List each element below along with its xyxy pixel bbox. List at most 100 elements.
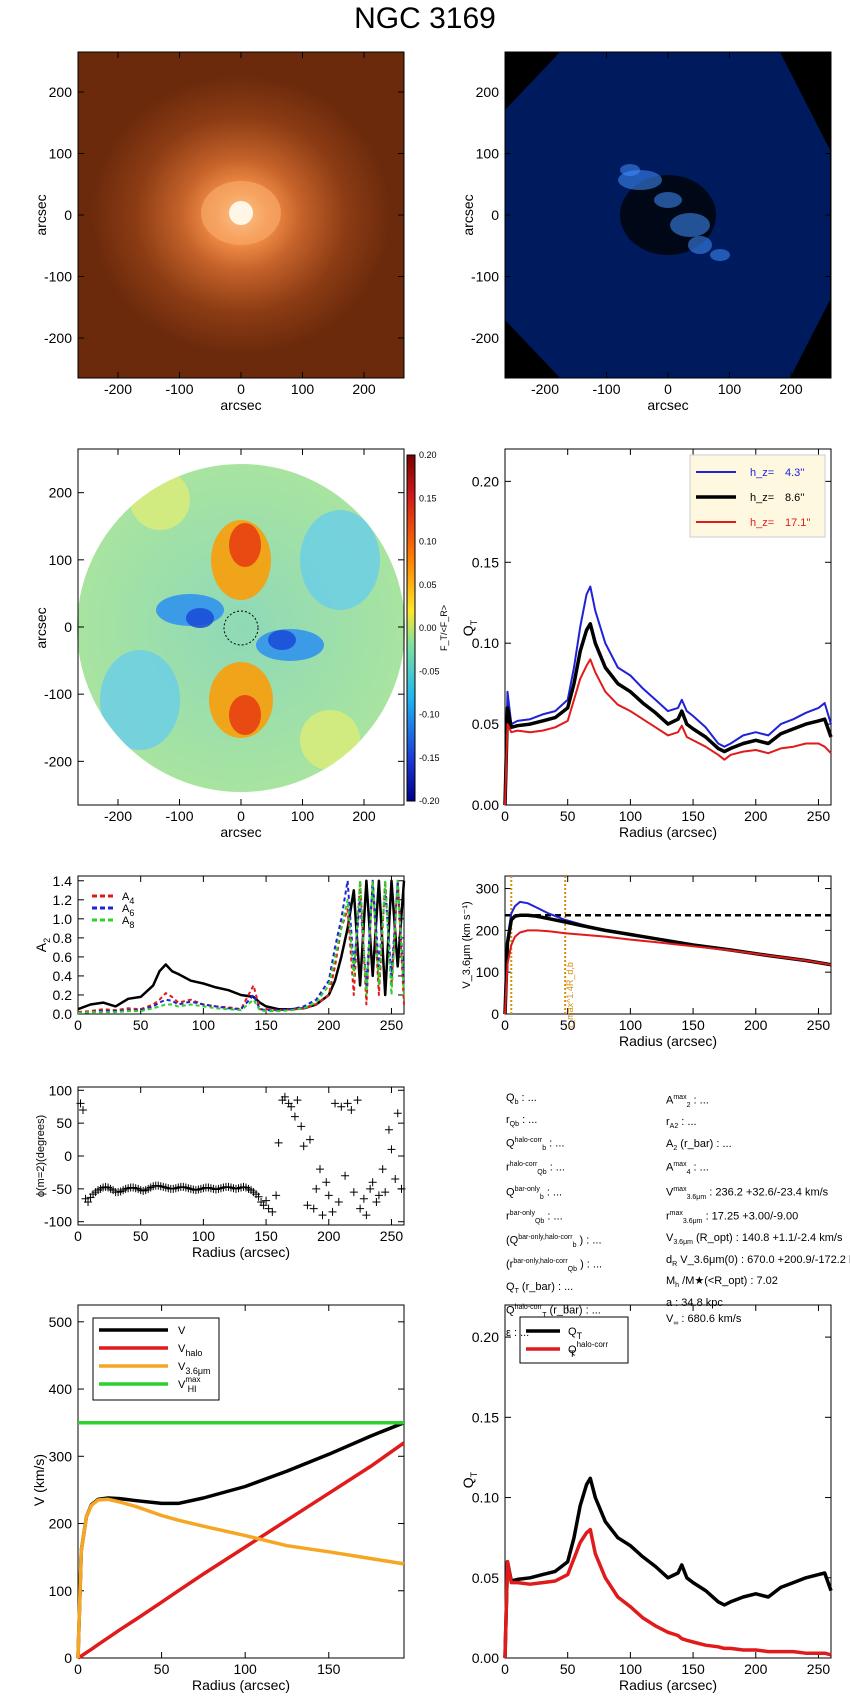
legend-label: A4 [122,891,134,906]
parameter-sub: A2 [669,1123,679,1131]
phase-point [356,1204,365,1213]
parameter-value: (r_bar) : ... [546,1304,601,1317]
phase-point [341,1171,350,1180]
parameter-row: V∞ : 680.6 km/s [666,1311,850,1333]
label-base: A [122,891,130,903]
y-tick-label: -200 [471,330,499,346]
x-tick-label: 0 [664,381,672,397]
bright-region [670,213,710,237]
phase-point [374,1191,383,1200]
x-tick-label: 50 [133,1228,149,1244]
x-tick-label: 0 [501,808,509,824]
parameter-value: /M★(<R_opt) : 7.02 [679,1275,778,1288]
phase-point [347,1106,356,1114]
parameter-value: (R_opt) : 140.8 +1.1/-2.4 km/s [692,1232,843,1245]
label-base: Q [460,625,476,636]
y-tick-label: 0.15 [472,554,499,570]
label-base: Q [568,1344,577,1356]
y-tick-label: -50 [52,1181,72,1197]
y-tick-label: 0 [64,619,72,635]
label-sub: T [469,1471,479,1477]
x-tick-label: -200 [104,381,132,397]
x-tick-label: 50 [154,1661,170,1677]
bright-region [710,249,730,261]
legend-label: A8 [122,915,134,930]
map-feature [300,510,380,610]
x-tick-label: 200 [744,808,768,824]
label-base: V [178,1343,186,1355]
y-tick-label: 0.8 [53,930,73,946]
label-sub: 8 [129,920,134,930]
parameter-sup: max [673,1161,687,1169]
colorbar-tick-label: 0.15 [419,493,437,503]
phase-point [290,1112,299,1121]
parameter-row: ε : ... [506,1325,602,1341]
y-tick-label: 400 [49,1381,73,1397]
x-axis-label: Radius (arcsec) [619,824,717,840]
label-sub: 2 [42,938,52,943]
parameter-row: Qb : ... [506,1090,602,1112]
parameter-row: Qhalo-corrb : ... [506,1133,602,1157]
label-sub: HI [188,1384,197,1394]
y-tick-label: -100 [44,269,72,285]
parameter-sup: bar-only [514,1185,540,1193]
phase-point [378,1165,387,1174]
label-base: A [122,915,130,927]
label-base: A [33,942,49,952]
phase-point [337,1102,346,1111]
phase-point [303,1201,312,1210]
y-tick-label: 0.05 [472,716,499,732]
y-tick-label: 0.10 [472,635,499,651]
label-sub: halo [185,1348,202,1358]
label-sub: T [569,1349,575,1359]
y-tick-label: 0 [64,207,72,223]
parameter-value: ) : ... [577,1259,603,1272]
phase-point [328,1207,337,1216]
parameter-value: : ... [546,1162,565,1175]
parameter-row: (rbar-only,halo-corrQb ) : ... [506,1254,602,1278]
phase-point [387,1145,396,1154]
legend-value: 4.3'' [785,467,805,479]
y-tick-label: 100 [49,1583,73,1599]
plot-frame [504,1304,832,1659]
x-tick-label: 250 [380,1228,404,1244]
parameter-sub: 3.6μm [686,1193,707,1201]
x-axis-label: arcsec [220,397,261,413]
parameter-row: Qhalo-corrT (r_bar) : ... [506,1300,602,1324]
bright-region [654,192,682,208]
phase-point [262,1196,271,1205]
colorbar-tick-label: -0.15 [419,753,440,763]
y-axis-label: V (km/s) [31,1454,47,1506]
x-tick-label: 150 [254,1228,278,1244]
parameter-symbol: r [666,1116,670,1129]
series-line [77,879,406,1011]
label-base: V [178,1325,186,1337]
y-tick-label: 0.20 [472,1329,499,1345]
parameter-symbol: V [666,1232,674,1245]
parameter-value: : ... [510,1326,530,1339]
series-line [76,1497,405,1659]
parameter-sub: b [542,1145,547,1153]
phase-point [359,1194,368,1203]
phase-point [79,1106,88,1114]
map-feature [229,695,261,735]
y-tick-label: 0.00 [472,1650,499,1666]
parameter-list-right: Amax2 : ... rA2 : ... A2 (r_bar) : ... Amax… [666,1090,850,1333]
parameter-symbol: r [666,1210,670,1223]
phase-point [324,1191,333,1200]
x-tick-label: 200 [744,1017,768,1033]
y-tick-label: 0.2 [53,987,73,1003]
plot-frame [504,448,832,806]
x-axis-label: Radius (arcsec) [619,1677,717,1693]
colorbar [406,454,416,802]
y-tick-label: -100 [44,686,72,702]
parameter-list-left: Qb : ... rQb : ... Qhalo-corrb : ... rhalo-… [506,1090,602,1341]
x-tick-label: 50 [133,1017,149,1033]
series-line [76,1421,405,1659]
parameter-sub: Qb [567,1266,578,1274]
phase-point [280,1092,289,1101]
parameter-row: rA2 : ... [666,1114,850,1136]
phase-point [393,1109,402,1118]
x-tick-label: 0 [237,381,245,397]
phase-point [287,1102,296,1111]
